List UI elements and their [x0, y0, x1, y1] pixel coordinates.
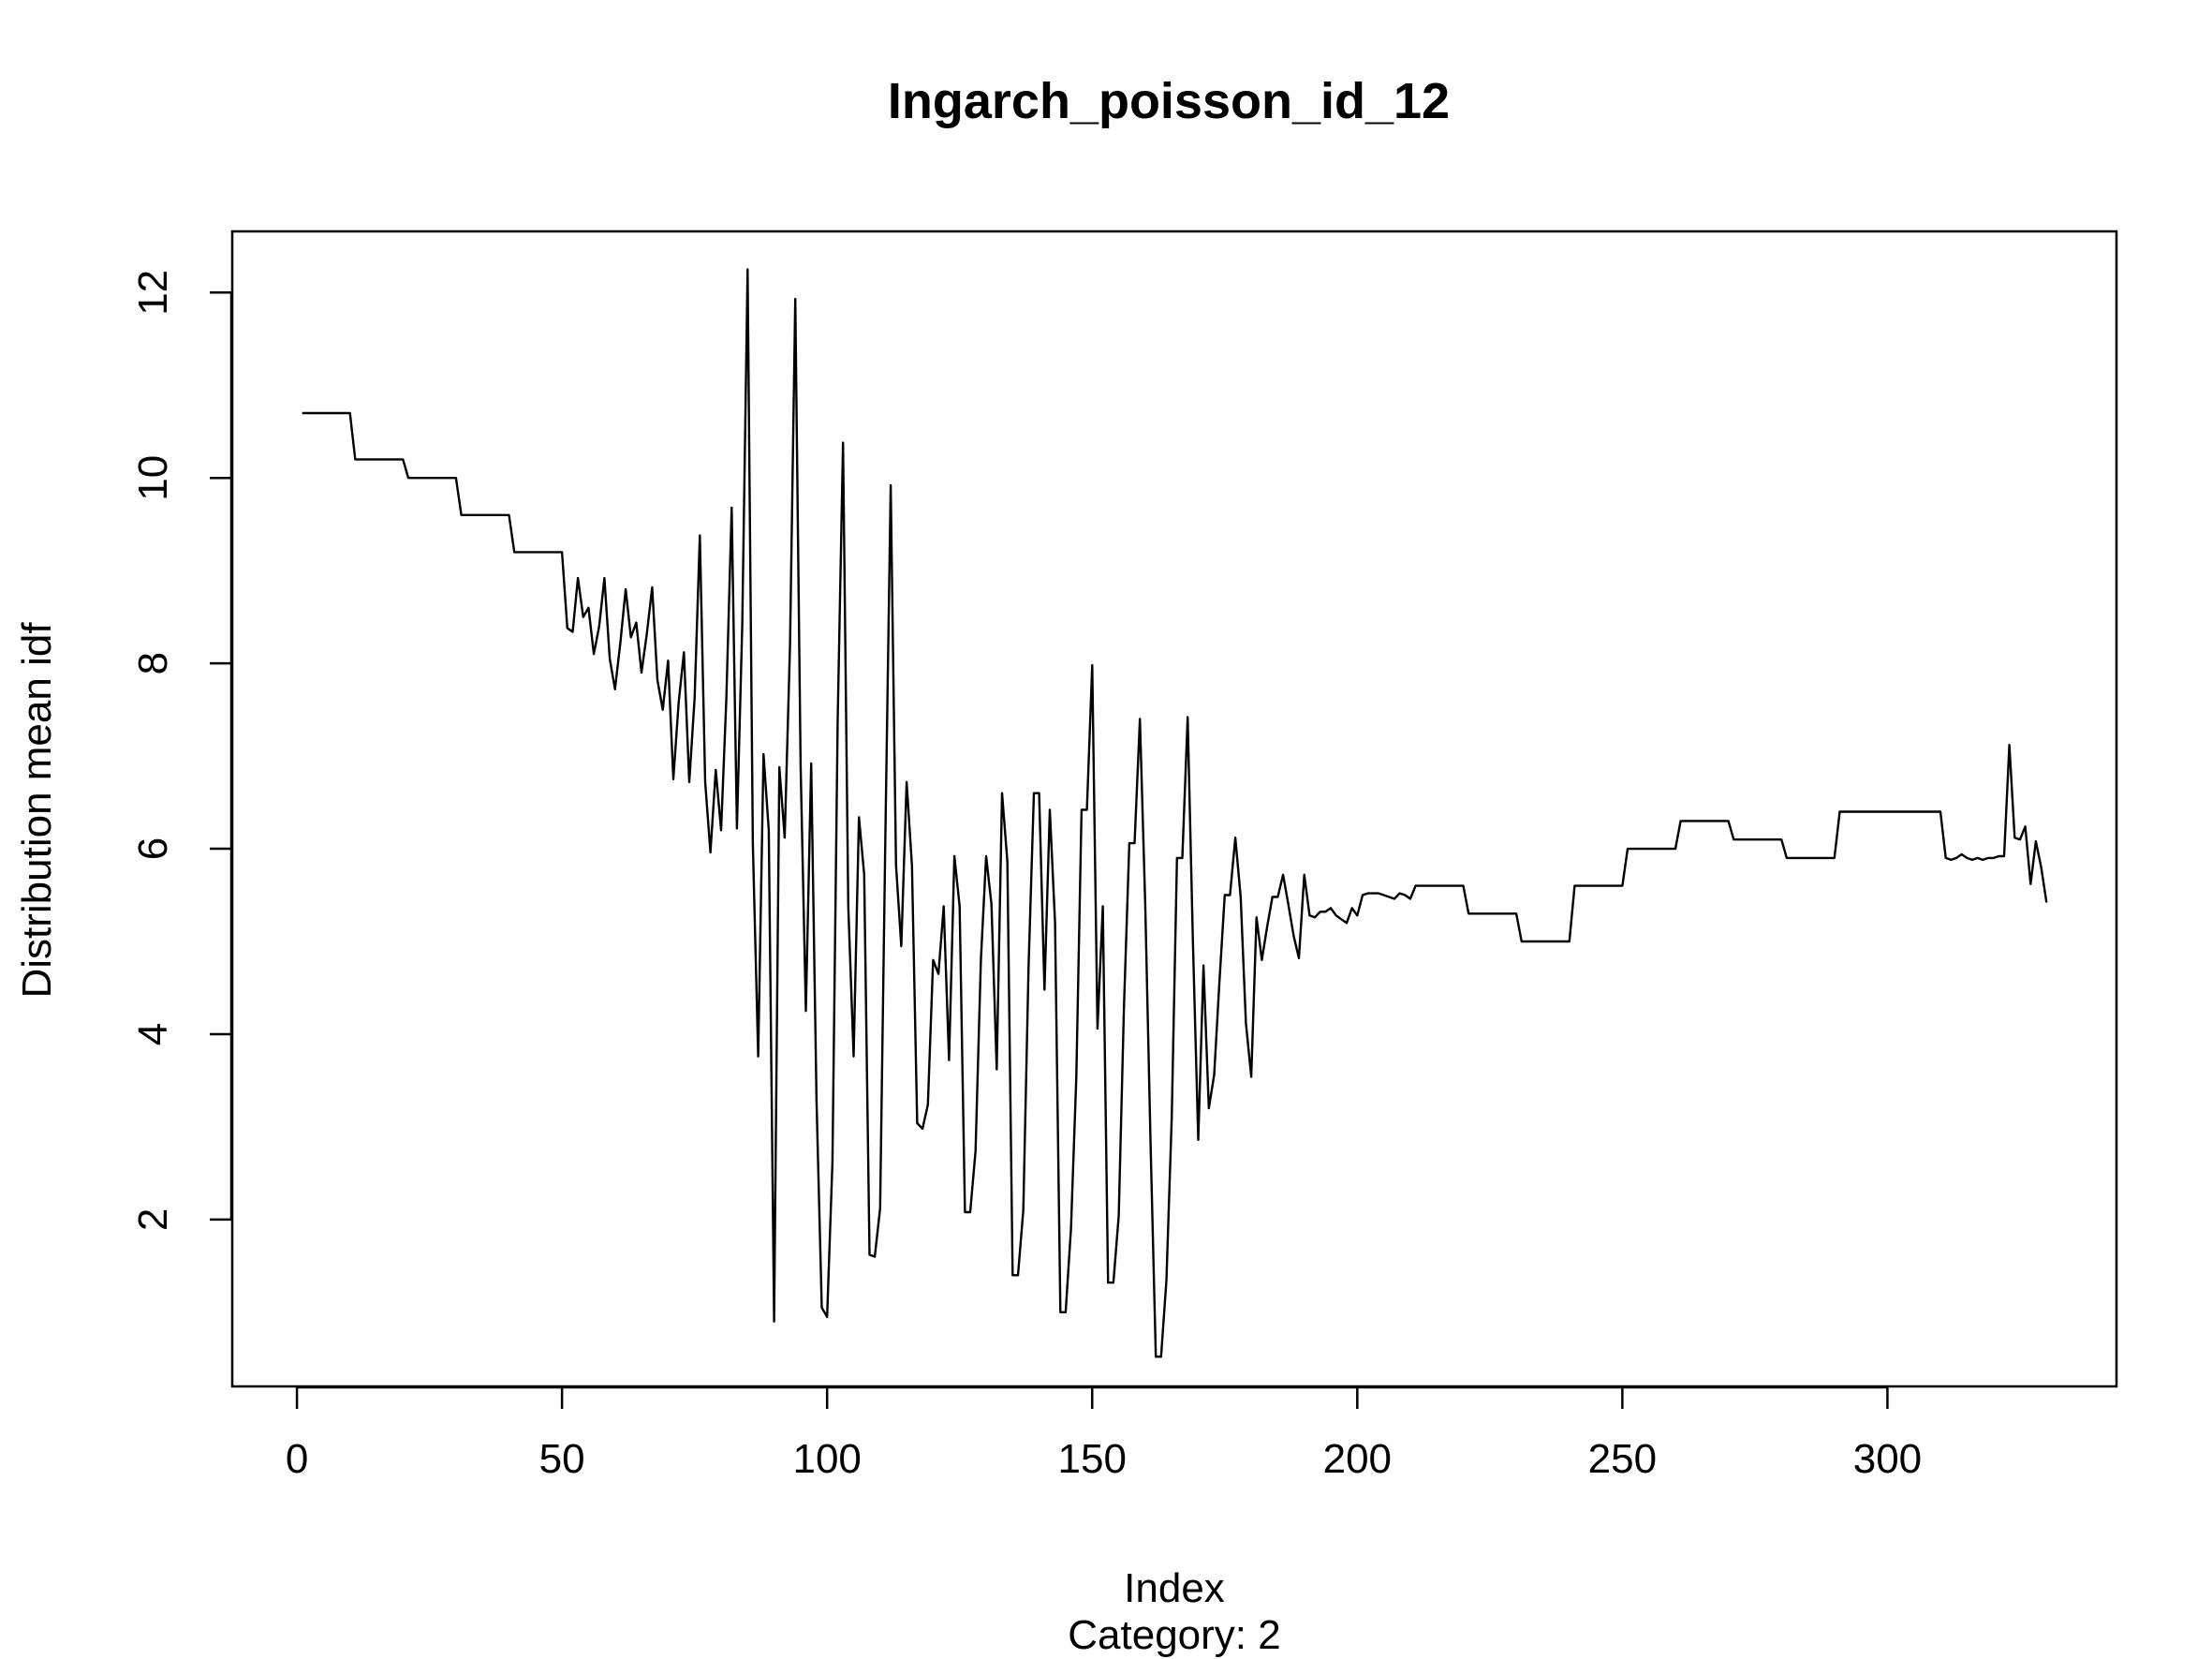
x-tick-label: 0 — [286, 1436, 308, 1482]
x-tick-label: 300 — [1853, 1436, 1922, 1482]
y-tick-label: 4 — [130, 1023, 176, 1045]
y-tick-label: 8 — [130, 652, 176, 674]
x-tick-label: 200 — [1323, 1436, 1392, 1482]
y-axis-label: Distribution mean idf — [14, 622, 60, 999]
y-tick-label: 10 — [130, 455, 176, 501]
chart-title: Ingarch_poisson_id_12 — [888, 73, 1450, 129]
x-tick-label: 250 — [1588, 1436, 1657, 1482]
y-axis: 2 4 6 8 10 12 — [130, 270, 233, 1231]
x-tick-label: 50 — [539, 1436, 585, 1482]
x-axis: 0 50 100 150 200 250 300 — [286, 1385, 1922, 1482]
series-line — [302, 268, 2048, 1358]
y-tick-label: 6 — [130, 837, 176, 860]
x-tick-label: 150 — [1058, 1436, 1127, 1482]
y-tick-label: 12 — [130, 270, 176, 316]
y-tick-label: 2 — [130, 1208, 176, 1231]
x-tick-label: 100 — [792, 1436, 861, 1482]
x-axis-sublabel: Category: 2 — [1068, 1612, 1280, 1658]
x-axis-label: Index — [1124, 1565, 1225, 1611]
